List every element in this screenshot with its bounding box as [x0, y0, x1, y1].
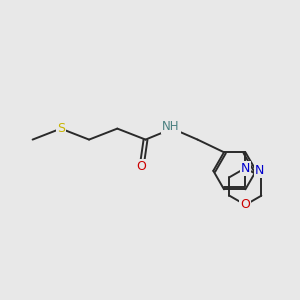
Text: N: N	[255, 164, 264, 177]
Text: O: O	[137, 160, 147, 173]
Text: O: O	[241, 198, 250, 212]
Text: N: N	[241, 161, 250, 175]
Text: NH: NH	[162, 120, 180, 133]
Text: S: S	[57, 122, 65, 135]
